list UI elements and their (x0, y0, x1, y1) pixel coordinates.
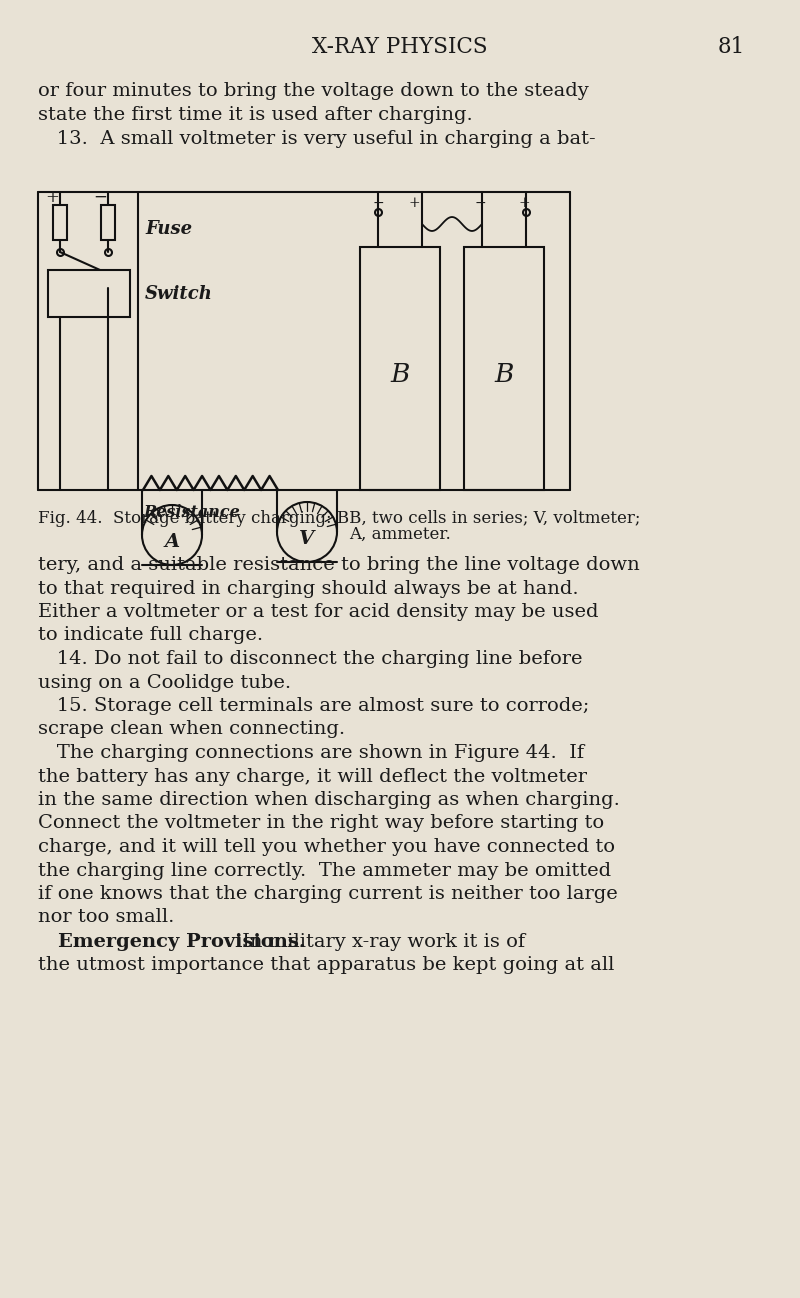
Text: tery, and a suitable resistance to bring the line voltage down: tery, and a suitable resistance to bring… (38, 556, 640, 574)
Text: 13.  A small voltmeter is very useful in charging a bat-: 13. A small voltmeter is very useful in … (38, 130, 596, 148)
Text: charge, and it will tell you whether you have connected to: charge, and it will tell you whether you… (38, 839, 615, 855)
Text: −: − (93, 190, 107, 206)
Bar (464, 247, 544, 491)
Text: Fuse: Fuse (145, 219, 192, 238)
Text: +: + (408, 196, 420, 210)
Text: if one knows that the charging current is neither too large: if one knows that the charging current i… (38, 885, 618, 903)
Text: Fig. 44.  Storage battery charging: BB, two cells in series; V, voltmeter;: Fig. 44. Storage battery charging: BB, t… (38, 510, 640, 527)
Text: B: B (390, 362, 410, 387)
Text: The charging connections are shown in Figure 44.  If: The charging connections are shown in Fi… (38, 744, 584, 762)
Text: Emergency Provisions.: Emergency Provisions. (58, 933, 306, 951)
Text: the battery has any charge, it will deflect the voltmeter: the battery has any charge, it will defl… (38, 767, 587, 785)
Text: 14. Do not fail to disconnect the charging line before: 14. Do not fail to disconnect the chargi… (38, 650, 582, 668)
Text: to that required in charging should always be at hand.: to that required in charging should alwa… (38, 579, 578, 597)
Text: the charging line correctly.  The ammeter may be omitted: the charging line correctly. The ammeter… (38, 862, 611, 880)
Text: in the same direction when discharging as when charging.: in the same direction when discharging a… (38, 790, 620, 809)
Bar (48, 270, 130, 317)
Text: B: B (494, 362, 514, 387)
Text: +: + (45, 190, 59, 206)
Text: −: − (372, 196, 384, 210)
Text: the utmost importance that apparatus be kept going at all: the utmost importance that apparatus be … (38, 957, 614, 975)
Bar (101, 205, 115, 240)
Text: A: A (165, 533, 179, 550)
Text: or four minutes to bring the voltage down to the steady: or four minutes to bring the voltage dow… (38, 82, 589, 100)
Text: using on a Coolidge tube.: using on a Coolidge tube. (38, 674, 291, 692)
Text: +: + (518, 196, 530, 210)
Text: Connect the voltmeter in the right way before starting to: Connect the voltmeter in the right way b… (38, 815, 604, 832)
Text: In military x-ray work it is of: In military x-ray work it is of (236, 933, 525, 951)
Bar (53, 205, 67, 240)
Text: X-RAY PHYSICS: X-RAY PHYSICS (312, 36, 488, 58)
Text: A, ammeter.: A, ammeter. (349, 526, 451, 543)
Text: scrape clean when connecting.: scrape clean when connecting. (38, 720, 345, 739)
Text: −: − (474, 196, 486, 210)
Text: Either a voltmeter or a test for acid density may be used: Either a voltmeter or a test for acid de… (38, 604, 598, 620)
Text: 81: 81 (718, 36, 746, 58)
Bar (360, 247, 440, 491)
Text: state the first time it is used after charging.: state the first time it is used after ch… (38, 106, 473, 125)
Text: Resistance: Resistance (143, 504, 240, 520)
Text: Switch: Switch (145, 286, 213, 302)
Text: 15. Storage cell terminals are almost sure to corrode;: 15. Storage cell terminals are almost su… (38, 697, 590, 715)
Text: nor too small.: nor too small. (38, 909, 174, 927)
Text: V: V (299, 530, 314, 548)
Text: to indicate full charge.: to indicate full charge. (38, 627, 263, 645)
